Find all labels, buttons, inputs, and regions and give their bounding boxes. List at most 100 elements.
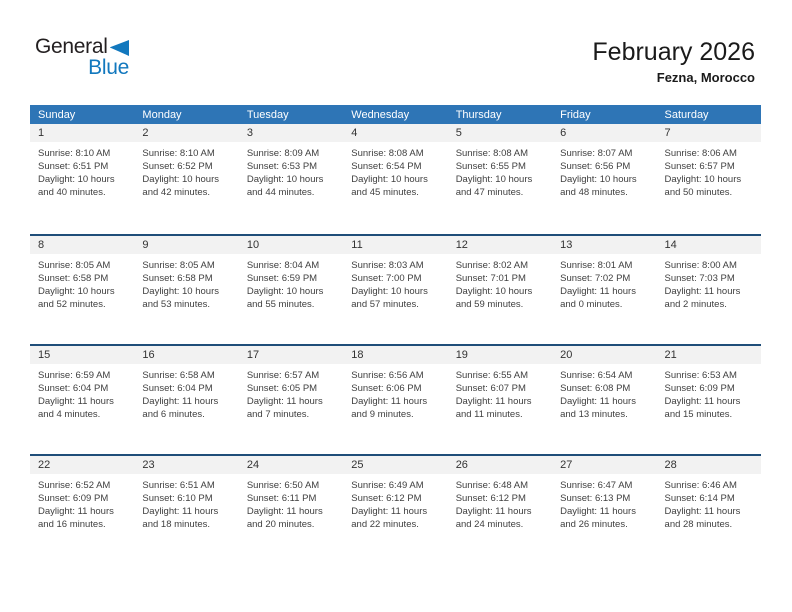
calendar-grid: 1 Sunrise: 8:10 AM Sunset: 6:51 PM Daylight… [30,124,761,564]
day-cell-7: 7 Sunrise: 8:06 AM Sunset: 6:57 PM Daylight… [656,124,761,234]
day-cell-22: 22 Sunrise: 6:52 AM Sunset: 6:09 PM Dayligh… [30,456,135,564]
day-details: Sunrise: 6:57 AM Sunset: 6:05 PM Daylight:… [239,364,343,421]
day-number: 11 [343,236,448,254]
weekday-header-monday: Monday [142,109,182,121]
day-number: 3 [238,124,344,142]
sunrise-line: Sunrise: 8:06 AM [664,148,737,159]
sunrise-line: Sunrise: 6:55 AM [455,370,529,381]
weekday-header-tuesday: Tuesday [246,109,289,121]
day-details: Sunrise: 6:47 AM Sunset: 6:13 PM Daylight:… [552,474,656,531]
sunset-line: Sunset: 6:54 PM [351,161,422,172]
day-cell-10: 10 Sunrise: 8:04 AM Sunset: 6:59 PM Dayligh… [238,236,344,344]
day-details: Sunrise: 6:53 AM Sunset: 6:09 PM Daylight:… [657,364,761,421]
daylight-line: Daylight: 11 hours and 28 minutes. [664,506,741,530]
day-cell-24: 24 Sunrise: 6:50 AM Sunset: 6:11 PM Dayligh… [238,456,344,564]
daylight-line: Daylight: 11 hours and 6 minutes. [142,396,219,420]
logo-text-blue: Blue [88,56,129,79]
sunset-line: Sunset: 6:05 PM [246,383,318,394]
weekday-header-friday: Friday [560,109,591,121]
day-details: Sunrise: 6:58 AM Sunset: 6:04 PM Daylight:… [134,364,238,421]
day-details: Sunrise: 8:05 AM Sunset: 6:58 PM Daylight:… [30,254,134,311]
daylight-line: Daylight: 11 hours and 24 minutes. [455,506,532,530]
sunrise-line: Sunrise: 6:50 AM [246,480,320,491]
sunrise-line: Sunrise: 8:04 AM [246,260,320,271]
day-number: 10 [238,236,344,254]
day-number: 22 [30,456,135,474]
sunrise-line: Sunrise: 8:05 AM [142,260,215,271]
location-subtitle: Fezna, Morocco [656,70,755,85]
sunset-line: Sunset: 6:09 PM [38,493,109,504]
sunset-line: Sunset: 7:03 PM [664,273,735,284]
sunrise-line: Sunrise: 6:49 AM [351,480,424,491]
sunrise-line: Sunrise: 6:52 AM [38,480,111,491]
daylight-line: Daylight: 11 hours and 20 minutes. [246,506,323,530]
sunrise-line: Sunrise: 8:10 AM [142,148,215,159]
logo-text-general: General [35,35,108,58]
daylight-line: Daylight: 10 hours and 47 minutes. [455,174,533,198]
day-details: Sunrise: 8:06 AM Sunset: 6:57 PM Daylight:… [657,142,761,199]
sunset-line: Sunset: 6:59 PM [246,273,318,284]
week-row-3: 15 Sunrise: 6:59 AM Sunset: 6:04 PM Dayligh… [30,344,761,454]
day-details: Sunrise: 6:50 AM Sunset: 6:11 PM Daylight:… [239,474,343,531]
day-details: Sunrise: 8:07 AM Sunset: 6:56 PM Daylight:… [552,142,656,199]
sunset-line: Sunset: 6:14 PM [664,493,735,504]
day-cell-15: 15 Sunrise: 6:59 AM Sunset: 6:04 PM Dayligh… [30,346,135,454]
sunset-line: Sunset: 6:04 PM [38,383,109,394]
day-cell-8: 8 Sunrise: 8:05 AM Sunset: 6:58 PM Daylight… [30,236,135,344]
sunrise-line: Sunrise: 6:53 AM [664,370,737,381]
sunrise-line: Sunrise: 8:05 AM [38,260,111,271]
day-number: 13 [552,236,657,254]
day-number: 16 [134,346,239,364]
sunrise-line: Sunrise: 6:58 AM [142,370,215,381]
daylight-line: Daylight: 10 hours and 42 minutes. [142,174,219,198]
daylight-line: Daylight: 11 hours and 0 minutes. [560,286,636,310]
daylight-line: Daylight: 11 hours and 9 minutes. [351,396,428,420]
day-number: 1 [30,124,135,142]
daylight-line: Daylight: 10 hours and 40 minutes. [38,174,115,198]
day-number: 7 [656,124,761,142]
daylight-line: Daylight: 11 hours and 7 minutes. [246,396,323,420]
daylight-line: Daylight: 11 hours and 26 minutes. [560,506,636,530]
day-cell-27: 27 Sunrise: 6:47 AM Sunset: 6:13 PM Dayligh… [552,456,657,564]
day-details: Sunrise: 6:46 AM Sunset: 6:14 PM Daylight:… [657,474,761,531]
sunset-line: Sunset: 6:52 PM [142,161,213,172]
day-details: Sunrise: 8:00 AM Sunset: 7:03 PM Daylight:… [657,254,761,311]
sunset-line: Sunset: 6:58 PM [142,273,213,284]
day-cell-16: 16 Sunrise: 6:58 AM Sunset: 6:04 PM Dayligh… [134,346,239,454]
day-details: Sunrise: 6:59 AM Sunset: 6:04 PM Daylight:… [30,364,134,421]
sunset-line: Sunset: 7:00 PM [351,273,422,284]
sunrise-line: Sunrise: 8:07 AM [560,148,633,159]
day-number: 5 [447,124,553,142]
day-details: Sunrise: 8:05 AM Sunset: 6:58 PM Daylight:… [134,254,238,311]
sunset-line: Sunset: 7:02 PM [560,273,631,284]
week-row-1: 1 Sunrise: 8:10 AM Sunset: 6:51 PM Daylight… [30,124,761,234]
daylight-line: Daylight: 10 hours and 52 minutes. [38,286,115,310]
daylight-line: Daylight: 10 hours and 59 minutes. [455,286,533,310]
day-details: Sunrise: 8:08 AM Sunset: 6:55 PM Daylight:… [448,142,552,199]
sunrise-line: Sunrise: 6:51 AM [142,480,215,491]
sunset-line: Sunset: 6:09 PM [664,383,735,394]
day-details: Sunrise: 8:10 AM Sunset: 6:51 PM Daylight:… [30,142,134,199]
daylight-line: Daylight: 11 hours and 16 minutes. [38,506,114,530]
sunrise-line: Sunrise: 6:46 AM [664,480,737,491]
day-details: Sunrise: 6:52 AM Sunset: 6:09 PM Daylight:… [30,474,134,531]
day-number: 20 [552,346,657,364]
day-cell-17: 17 Sunrise: 6:57 AM Sunset: 6:05 PM Dayligh… [238,346,344,454]
day-cell-9: 9 Sunrise: 8:05 AM Sunset: 6:58 PM Daylight… [134,236,239,344]
day-cell-3: 3 Sunrise: 8:09 AM Sunset: 6:53 PM Daylight… [238,124,344,234]
day-cell-26: 26 Sunrise: 6:48 AM Sunset: 6:12 PM Dayligh… [447,456,553,564]
sunset-line: Sunset: 6:13 PM [560,493,631,504]
logo-triangle-icon [109,40,129,56]
day-cell-13: 13 Sunrise: 8:01 AM Sunset: 7:02 PM Dayligh… [552,236,657,344]
day-cell-18: 18 Sunrise: 6:56 AM Sunset: 6:06 PM Dayligh… [343,346,448,454]
sunrise-line: Sunrise: 8:00 AM [664,260,737,271]
general-blue-logo: General Blue [35,35,129,79]
day-number: 6 [552,124,657,142]
day-number: 27 [552,456,657,474]
sunset-line: Sunset: 6:07 PM [455,383,526,394]
day-cell-6: 6 Sunrise: 8:07 AM Sunset: 6:56 PM Daylight… [552,124,657,234]
daylight-line: Daylight: 10 hours and 53 minutes. [142,286,219,310]
day-cell-21: 21 Sunrise: 6:53 AM Sunset: 6:09 PM Dayligh… [656,346,761,454]
day-details: Sunrise: 6:56 AM Sunset: 6:06 PM Daylight:… [343,364,447,421]
day-cell-19: 19 Sunrise: 6:55 AM Sunset: 6:07 PM Dayligh… [447,346,553,454]
